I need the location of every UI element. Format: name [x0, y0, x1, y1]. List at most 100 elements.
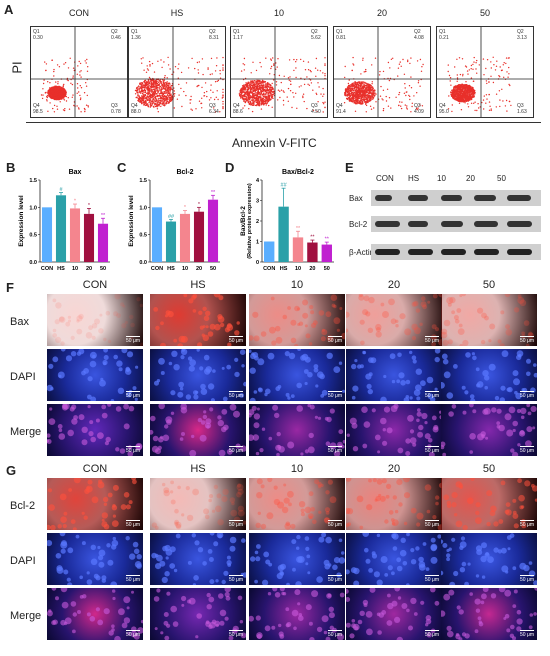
flow-dot: [156, 82, 158, 84]
cell: [203, 354, 210, 361]
flow-dot: [201, 58, 204, 60]
significance-marker: **: [296, 226, 301, 232]
flow-dot: [263, 103, 265, 105]
flow-dot: [462, 91, 465, 93]
flow-dot: [473, 61, 475, 63]
flow-dot: [259, 86, 261, 89]
flow-dot: [159, 96, 162, 98]
flow-dot: [78, 60, 80, 63]
flow-dot: [380, 85, 382, 88]
flow-dot: [80, 97, 82, 99]
cell: [310, 310, 315, 315]
flow-dot: [476, 59, 478, 62]
cell: [297, 307, 301, 311]
flow-dot: [499, 105, 501, 108]
flow-dot: [264, 88, 266, 91]
flow-dot: [150, 96, 152, 98]
cell: [454, 319, 460, 324]
flow-dot: [154, 97, 156, 99]
flow-dot: [190, 95, 192, 98]
flow-dot: [462, 101, 465, 103]
flow-dot: [371, 81, 373, 83]
flow-dot: [222, 67, 224, 69]
flow-dot: [53, 88, 56, 90]
flow-dot: [144, 89, 147, 92]
flow-dot: [302, 93, 305, 95]
flow-dot: [375, 101, 377, 103]
flow-dot: [243, 86, 245, 88]
cell: [368, 296, 375, 304]
blot-strip: [371, 190, 541, 206]
flow-dot: [468, 91, 471, 93]
flow-dot: [371, 89, 373, 92]
flow-dot: [360, 93, 362, 96]
cell: [205, 310, 211, 316]
flow-dot: [214, 70, 217, 72]
flow-dot: [273, 63, 275, 65]
flow-dot: [490, 75, 492, 77]
flow-dot: [244, 92, 246, 94]
cell: [413, 300, 419, 307]
flow-dot: [502, 64, 504, 66]
cell: [505, 329, 513, 336]
cell: [239, 393, 245, 398]
flow-dot: [268, 95, 270, 98]
flow-dot: [55, 92, 57, 95]
flow-dot: [368, 100, 371, 102]
cell: [443, 319, 451, 327]
flow-dot: [471, 86, 473, 89]
flow-dot: [353, 82, 355, 84]
flow-dot: [259, 88, 261, 90]
flow-dot: [277, 99, 279, 101]
y-tick-label: 1: [256, 240, 259, 246]
flow-dot: [148, 76, 151, 79]
flow-dot: [271, 89, 273, 91]
cell: [217, 314, 223, 320]
flow-dot: [203, 92, 206, 94]
flow-dot: [42, 88, 44, 90]
flow-dot: [370, 86, 373, 88]
flow-dot: [145, 71, 148, 73]
cell: [399, 313, 406, 320]
flow-dot: [400, 107, 403, 110]
flow-dot: [196, 85, 198, 88]
flow-dot: [315, 92, 317, 95]
flow-dot: [264, 102, 266, 105]
flow-dot: [509, 84, 511, 87]
flow-dot: [146, 99, 149, 102]
flow-dot: [49, 93, 51, 96]
flow-dot: [58, 95, 60, 97]
flow-dot: [60, 93, 63, 95]
cell: [102, 359, 108, 366]
flow-dot: [137, 86, 139, 88]
significance-marker: **: [310, 235, 315, 241]
y-tick-label: 1.5: [139, 178, 147, 184]
cell: [103, 355, 109, 360]
x-tick-label: 20: [196, 266, 202, 272]
flow-dot: [60, 91, 63, 93]
cell: [218, 295, 224, 301]
cell: [121, 323, 127, 329]
flow-dot: [354, 100, 356, 102]
flow-dot: [169, 100, 171, 103]
flow-dot: [258, 80, 260, 82]
flow-dot: [161, 100, 163, 102]
x-tick-label: 50: [324, 266, 330, 272]
flow-dot: [505, 99, 508, 102]
flow-dot: [312, 89, 314, 91]
flow-dot: [504, 105, 507, 107]
flow-dot: [298, 86, 300, 88]
if-column-header: 10: [290, 279, 304, 291]
flow-dot: [474, 93, 476, 95]
flow-dot: [154, 102, 156, 105]
flow-dot: [162, 96, 164, 98]
flow-dot: [178, 63, 180, 65]
flow-dot: [322, 87, 324, 90]
flow-dot: [183, 90, 185, 93]
flow-dot: [385, 100, 388, 102]
flow-dot: [388, 79, 391, 82]
flow-dot: [52, 107, 54, 110]
flow-dot: [409, 95, 411, 98]
flow-dot: [244, 99, 246, 101]
cell: [226, 323, 232, 329]
